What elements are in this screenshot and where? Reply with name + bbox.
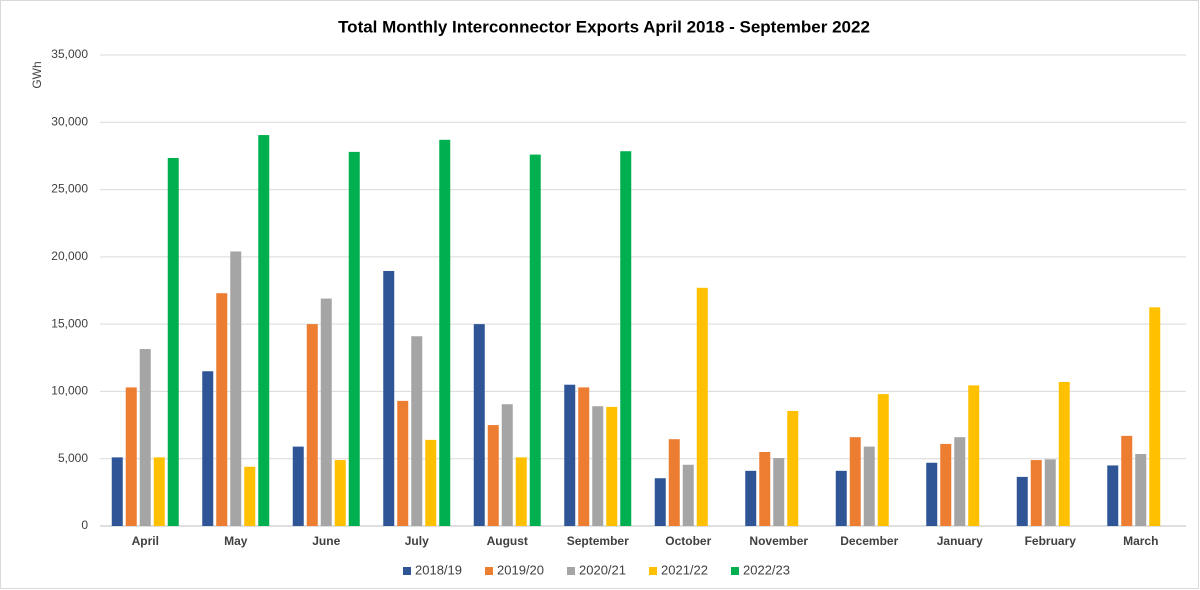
bar: [564, 384, 576, 526]
y-tick-label: 5,000: [58, 451, 88, 465]
y-axis-label: GWh: [30, 61, 44, 88]
bar: [1107, 465, 1119, 526]
bar: [1121, 435, 1133, 526]
bar: [759, 451, 771, 526]
bar: [954, 437, 966, 526]
legend-swatch: [567, 567, 575, 575]
bar: [1030, 460, 1042, 526]
bar: [501, 404, 513, 526]
bar: [849, 437, 861, 526]
bar: [320, 298, 332, 526]
bar: [292, 446, 304, 526]
y-tick-label: 35,000: [51, 47, 88, 61]
bar: [202, 371, 214, 526]
y-tick-label: 20,000: [51, 249, 88, 263]
bar: [334, 460, 346, 526]
bar: [244, 466, 256, 526]
bar: [348, 151, 360, 527]
bar: [940, 443, 952, 526]
x-tick-label: October: [665, 534, 711, 548]
bar: [216, 293, 228, 526]
bar: [306, 324, 318, 526]
bar: [592, 406, 604, 526]
bar: [578, 387, 590, 526]
bar: [926, 462, 938, 526]
bar: [773, 458, 785, 526]
bar: [397, 400, 409, 526]
bar: [606, 406, 618, 526]
bar: [1149, 307, 1161, 526]
legend-label: 2022/23: [743, 562, 790, 577]
x-tick-label: February: [1025, 534, 1077, 548]
bar: [877, 394, 889, 526]
legend-label: 2018/19: [415, 562, 462, 577]
x-tick-label: September: [567, 534, 629, 548]
y-tick-label: 10,000: [51, 384, 88, 398]
bar: [863, 446, 875, 526]
legend-label: 2021/22: [661, 562, 708, 577]
chart-title: Total Monthly Interconnector Exports Apr…: [338, 17, 870, 36]
bar: [668, 439, 680, 526]
bar: [1044, 459, 1056, 526]
x-tick-label: July: [405, 534, 429, 548]
y-tick-label: 30,000: [51, 114, 88, 128]
bar: [487, 425, 499, 526]
bar: [473, 324, 485, 526]
bar: [425, 439, 437, 526]
bar: [1135, 454, 1147, 526]
bar: [125, 387, 137, 526]
x-tick-label: August: [487, 534, 528, 548]
y-tick-label: 0: [81, 518, 88, 532]
x-tick-label: May: [224, 534, 248, 548]
legend-swatch: [731, 567, 739, 575]
x-tick-label: March: [1123, 534, 1158, 548]
bar: [654, 478, 666, 526]
bar: [411, 336, 423, 526]
bar: [515, 457, 527, 526]
legend-swatch: [485, 567, 493, 575]
y-tick-label: 25,000: [51, 182, 88, 196]
x-tick-label: June: [312, 534, 340, 548]
bar: [1016, 476, 1028, 526]
legend-swatch: [649, 567, 657, 575]
bar: [153, 457, 165, 526]
legend-swatch: [403, 567, 411, 575]
bar: [745, 470, 757, 526]
bar: [1058, 382, 1070, 526]
y-tick-label: 15,000: [51, 316, 88, 330]
bar: [258, 135, 270, 526]
bar: [787, 410, 799, 526]
bar: [968, 385, 980, 526]
x-tick-label: November: [749, 534, 808, 548]
bar: [383, 270, 395, 526]
x-tick-label: December: [840, 534, 898, 548]
bar: [529, 154, 541, 526]
bar: [682, 464, 694, 526]
bar: [620, 151, 632, 526]
bar: [111, 457, 123, 526]
bar: [230, 251, 242, 526]
bar: [139, 349, 151, 526]
x-tick-label: April: [132, 534, 159, 548]
x-tick-label: January: [937, 534, 983, 548]
legend-label: 2020/21: [579, 562, 626, 577]
legend-label: 2019/20: [497, 562, 544, 577]
bar: [835, 470, 847, 526]
bar: [696, 287, 708, 526]
bar: [439, 139, 451, 526]
bar: [167, 157, 179, 526]
